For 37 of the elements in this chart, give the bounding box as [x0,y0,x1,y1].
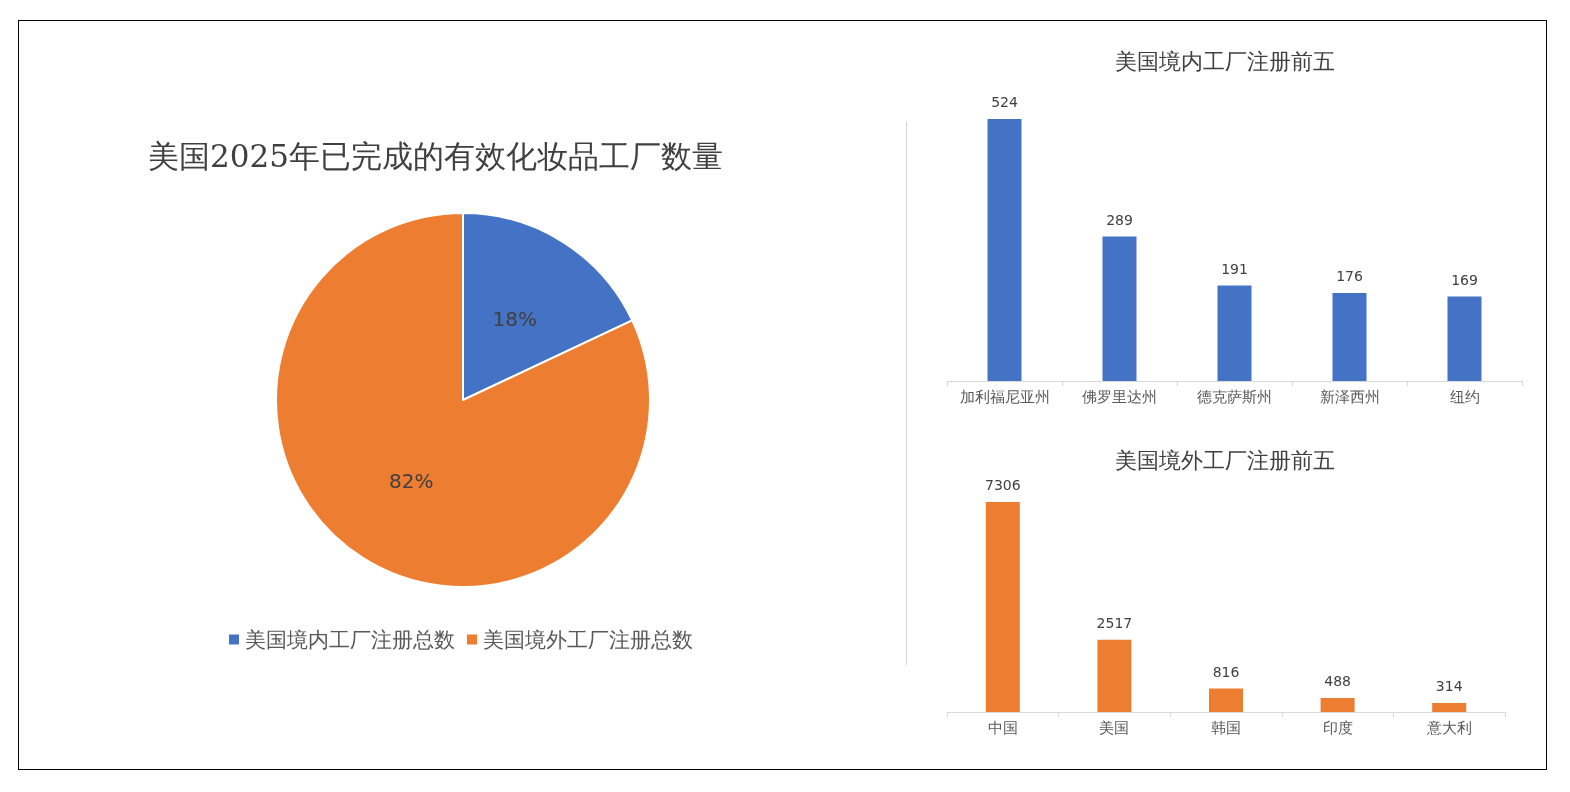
x-tick-label: 纽约 [1449,387,1480,406]
chart-title: 美国2025年已完成的有效化妆品工厂数量 [148,137,723,174]
bar [1447,296,1482,381]
data-label: 18% [492,306,537,331]
bar [985,502,1020,712]
data-label: 2517 [1096,614,1133,631]
chart-title: 美国境内工厂注册前五 [1115,48,1335,74]
x-tick-label: 加利福尼亚州 [959,387,1050,406]
bar [1217,285,1252,381]
data-label: 191 [1221,260,1248,277]
chart-title: 美国境外工厂注册前五 [1115,447,1335,473]
bar [1097,639,1132,712]
x-tick-label: 韩国 [1211,718,1241,737]
x-tick-label: 美国 [1099,718,1130,737]
data-label: 7306 [984,477,1021,493]
bar [1332,293,1367,381]
data-label: 176 [1336,268,1363,284]
bar [1209,688,1243,712]
bar [1102,236,1137,381]
bar [1320,697,1355,712]
legend-label: 美国境内工厂注册总数 [245,627,455,652]
bar [1432,702,1467,712]
data-label: 169 [1451,271,1478,288]
x-tick-label: 新泽西州 [1319,387,1380,406]
x-tick-label: 意大利 [1425,718,1472,737]
bar [987,119,1022,381]
x-tick-label: 佛罗里达州 [1082,387,1157,406]
data-label: 524 [991,94,1018,110]
data-label: 82% [389,469,434,494]
data-label: 289 [1106,211,1133,228]
x-tick-label: 德克萨斯州 [1197,387,1272,406]
x-tick-label: 中国 [987,718,1018,737]
data-label: 314 [1435,677,1463,694]
x-tick-label: 印度 [1322,718,1353,737]
data-label: 488 [1324,672,1351,689]
legend-label: 美国境外工厂注册总数 [483,627,693,652]
data-label: 816 [1212,663,1240,680]
